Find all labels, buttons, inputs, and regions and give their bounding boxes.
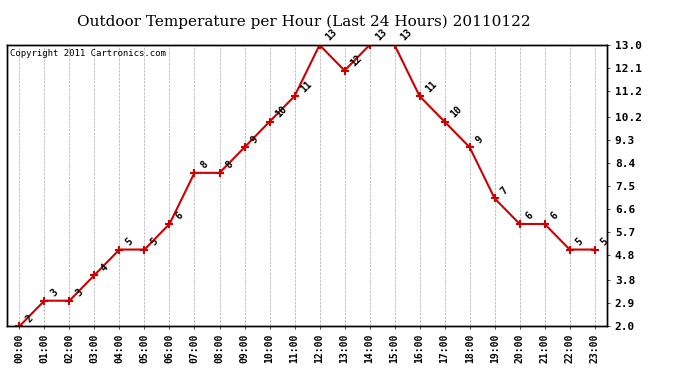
Text: 5: 5 [599,236,610,248]
Text: 13: 13 [374,27,389,43]
Text: 5: 5 [574,236,585,248]
Text: 6: 6 [174,211,185,222]
Text: 6: 6 [524,211,535,222]
Text: 5: 5 [124,236,135,248]
Text: 12: 12 [348,53,364,68]
Text: Copyright 2011 Cartronics.com: Copyright 2011 Cartronics.com [10,49,166,58]
Text: 13: 13 [324,27,339,43]
Text: 7: 7 [499,185,510,196]
Text: 13: 13 [399,27,414,43]
Text: 10: 10 [448,104,464,120]
Text: 3: 3 [48,287,60,298]
Text: 3: 3 [74,287,85,298]
Text: Outdoor Temperature per Hour (Last 24 Hours) 20110122: Outdoor Temperature per Hour (Last 24 Ho… [77,15,531,29]
Text: 8: 8 [199,159,210,171]
Text: 4: 4 [99,262,110,273]
Text: 11: 11 [424,79,439,94]
Text: 2: 2 [23,313,34,324]
Text: 10: 10 [274,104,289,120]
Text: 11: 11 [299,79,314,94]
Text: 8: 8 [224,159,235,171]
Text: 5: 5 [148,236,160,248]
Text: 9: 9 [248,134,260,145]
Text: 6: 6 [549,211,560,222]
Text: 9: 9 [474,134,485,145]
